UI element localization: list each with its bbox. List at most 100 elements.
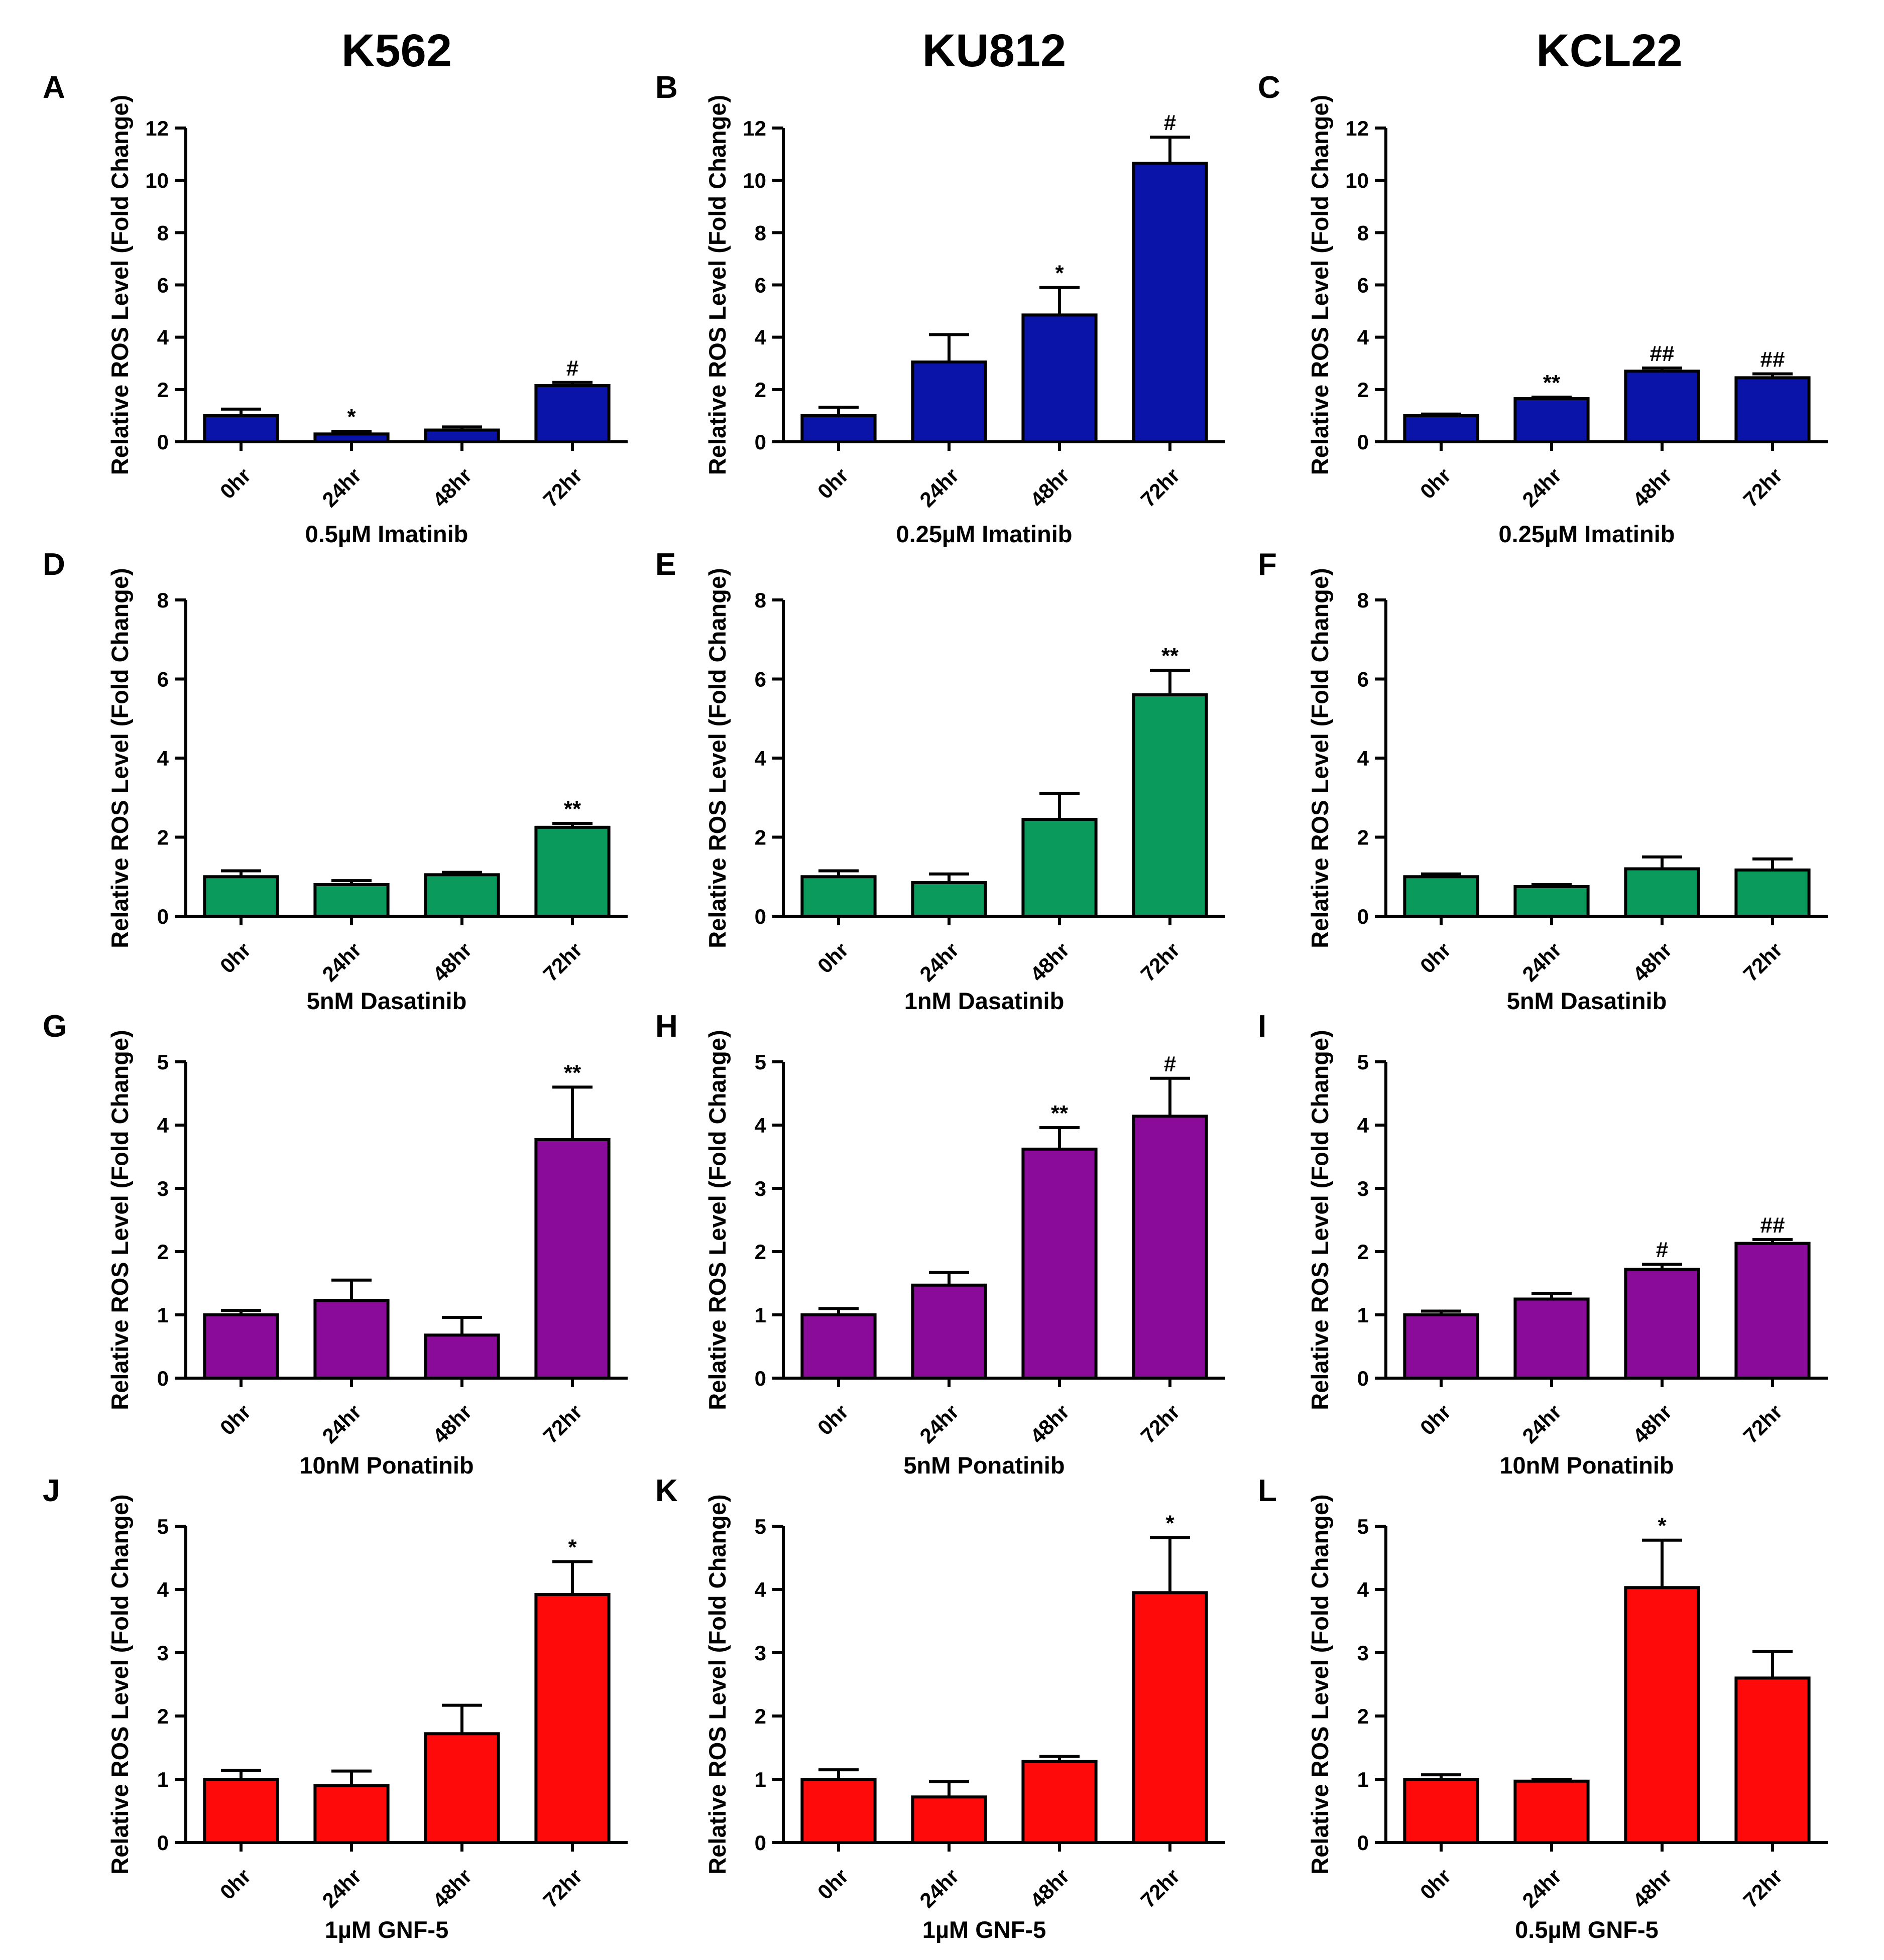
- y-tick-label: 4: [755, 1578, 767, 1602]
- x-tick-label: 24hr: [1517, 1864, 1566, 1912]
- significance-marker: ##: [1650, 341, 1675, 366]
- y-tick-label: 8: [755, 221, 766, 244]
- y-tick-label: 2: [1357, 378, 1369, 402]
- bar-72hr: [1734, 868, 1811, 918]
- x-tick-label: 24hr: [915, 463, 963, 512]
- y-tick-label: 6: [157, 668, 169, 691]
- y-tick-label: 2: [157, 826, 169, 849]
- y-tick-label: 3: [157, 1177, 169, 1200]
- panel-j: J 0 1 2 3 4 5 Relative ROS Level (Fold Change) 0…: [43, 1474, 628, 1943]
- x-axis-label: 1µM GNF-5: [325, 1916, 448, 1943]
- bar-0hr: [800, 414, 877, 444]
- x-tick-label: 24hr: [317, 938, 366, 986]
- bar-24hr: [313, 883, 390, 918]
- panel-k: K 0 1 2 3 4 5 Relative ROS Level (Fold Change) 0…: [655, 1474, 1225, 1943]
- panel-c: C 0 2 4 6 8 10 12 Relative ROS Level (Fold Chang…: [1258, 70, 1828, 547]
- bar-48hr: [1624, 370, 1700, 443]
- y-tick-label: 5: [157, 1050, 169, 1074]
- panel-g: G 0 1 2 3 4 5 Relative ROS Level (Fold Change) 0…: [43, 1009, 628, 1479]
- bar-0hr: [203, 1778, 279, 1844]
- bar-72hr: [534, 384, 611, 443]
- bar-24hr: [313, 432, 390, 443]
- x-tick-label: 72hr: [538, 938, 586, 986]
- x-tick-label: 0hr: [1416, 1400, 1455, 1439]
- panel-letter-b: B: [655, 70, 678, 105]
- y-axis-label: Relative ROS Level (Fold Change): [1307, 1030, 1333, 1410]
- bar-0hr: [203, 414, 279, 444]
- x-tick-label: 48hr: [1628, 1864, 1676, 1912]
- significance-marker: **: [1161, 644, 1179, 668]
- y-axis-label: Relative ROS Level (Fold Change): [106, 1030, 133, 1410]
- x-tick-label: 0hr: [215, 1400, 255, 1439]
- significance-marker: *: [568, 1535, 577, 1560]
- y-tick-label: 2: [157, 378, 169, 402]
- bar-48hr: [424, 873, 500, 918]
- x-tick-label: 0hr: [1416, 463, 1455, 503]
- panel-letter-j: J: [43, 1474, 60, 1508]
- bar-24hr: [911, 1283, 987, 1380]
- significance-marker: *: [1055, 261, 1064, 286]
- x-axis-label: 5nM Ponatinib: [903, 1452, 1065, 1479]
- y-tick-label: 6: [755, 668, 766, 691]
- y-tick-label: 4: [157, 1578, 169, 1602]
- panel-letter-e: E: [655, 547, 676, 582]
- x-tick-label: 48hr: [1025, 1400, 1074, 1448]
- y-tick-label: 1: [755, 1303, 766, 1327]
- x-tick-label: 24hr: [1517, 1400, 1566, 1448]
- y-tick-label: 2: [755, 826, 766, 849]
- y-tick-label: 0: [157, 430, 169, 454]
- y-tick-label: 0: [157, 1831, 169, 1855]
- x-tick-label: 72hr: [1738, 1864, 1787, 1912]
- significance-marker: **: [1543, 371, 1561, 395]
- x-axis-label: 0.5µM Imatinib: [305, 521, 468, 547]
- x-axis-label: 1nM Dasatinib: [904, 988, 1065, 1014]
- x-tick-label: 72hr: [1738, 938, 1787, 986]
- y-tick-label: 5: [1357, 1050, 1369, 1074]
- significance-marker: #: [1164, 1052, 1176, 1076]
- y-tick-label: 8: [157, 588, 169, 612]
- x-tick-label: 24hr: [915, 938, 963, 986]
- significance-marker: #: [1164, 110, 1176, 135]
- y-tick-label: 0: [1357, 430, 1369, 454]
- x-tick-label: 0hr: [1416, 938, 1455, 977]
- bar-0hr: [1403, 1778, 1479, 1844]
- y-tick-label: 8: [1357, 221, 1369, 244]
- column-header-kcl22: KCL22: [1536, 25, 1682, 76]
- bar-0hr: [800, 875, 877, 918]
- bar-48hr: [1021, 1760, 1098, 1844]
- bar-0hr: [203, 1313, 279, 1380]
- bar-24hr: [911, 1795, 987, 1845]
- bar-24hr: [1513, 397, 1590, 443]
- y-tick-label: 4: [755, 326, 767, 349]
- y-tick-label: 6: [755, 274, 766, 297]
- y-tick-label: 2: [1357, 826, 1369, 849]
- x-tick-label: 72hr: [1738, 463, 1787, 512]
- y-tick-label: 12: [145, 116, 169, 140]
- significance-marker: #: [566, 356, 578, 381]
- y-tick-label: 8: [1357, 588, 1369, 612]
- x-tick-label: 48hr: [1025, 938, 1074, 986]
- x-tick-label: 72hr: [1136, 938, 1184, 986]
- panel-letter-i: I: [1258, 1009, 1266, 1044]
- x-tick-label: 48hr: [1025, 1864, 1074, 1912]
- y-tick-label: 4: [755, 747, 767, 770]
- x-tick-label: 48hr: [428, 463, 476, 512]
- panel-f: F 0 2 4 6 8 Relative ROS Level (Fold Change) 0h…: [1258, 547, 1828, 1014]
- panel-letter-g: G: [43, 1009, 67, 1044]
- y-tick-label: 3: [755, 1641, 766, 1665]
- panel-d: D 0 2 4 6 8 Relative ROS Level (Fold Change) 0h…: [43, 547, 628, 1014]
- bar-48hr: [424, 1333, 500, 1380]
- x-tick-label: 48hr: [428, 938, 476, 986]
- y-tick-label: 3: [1357, 1177, 1369, 1200]
- y-tick-label: 0: [1357, 1831, 1369, 1855]
- bar-48hr: [1021, 1147, 1098, 1380]
- y-tick-label: 8: [755, 588, 766, 612]
- bar-0hr: [1403, 875, 1479, 918]
- y-tick-label: 5: [755, 1050, 766, 1074]
- x-tick-label: 24hr: [317, 463, 366, 512]
- y-tick-label: 1: [755, 1768, 766, 1791]
- bar-48hr: [1624, 1586, 1700, 1844]
- bar-48hr: [424, 428, 500, 443]
